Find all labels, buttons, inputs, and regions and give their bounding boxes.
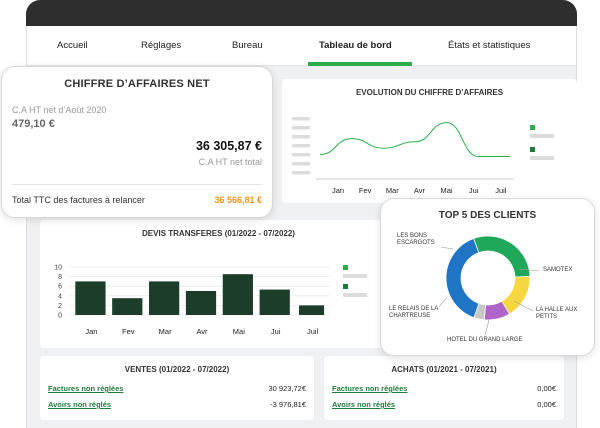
top5-title: TOP 5 DES CLIENTS [438, 210, 537, 221]
pie-slice [445, 238, 480, 319]
x-tick-label: Jan [85, 327, 97, 336]
achats-card: ACHATS (01/2021 - 07/2021) Factures non … [324, 356, 564, 420]
achats-avoirs-link[interactable]: Avoirs non réglés [332, 400, 396, 409]
legend-swatch [530, 147, 535, 152]
evolution-ca-card: EVOLUTION DU CHIFFRE D’AFFAIRES Jan Fev Ma… [282, 79, 577, 203]
x-tick-label: Jui [271, 327, 281, 336]
ca-previous-value: 479,10 € [12, 118, 55, 130]
pie-slice [473, 235, 531, 278]
y-label-placeholder [292, 135, 310, 139]
ventes-avoirs-link[interactable]: Avoirs non réglés [48, 400, 112, 409]
y-tick-label: 8 [58, 274, 62, 281]
x-tick-label: Jui [469, 186, 479, 195]
x-tick-label: Juil [307, 327, 319, 336]
y-label-placeholder [292, 162, 310, 166]
achats-title: ACHATS (01/2021 - 07/2021) [391, 365, 497, 374]
tab-tableau-de-bord[interactable]: Tableau de bord [319, 40, 392, 51]
ca-relance-value[interactable]: 36 566,81 € [214, 195, 262, 205]
achats-avoirs-value: 0,00€ [537, 400, 556, 409]
ventes-factures-link[interactable]: Factures non réglées [48, 384, 124, 393]
active-tab-indicator [308, 62, 412, 66]
y-tick-label: 6 [58, 284, 62, 291]
evolution-line-chart: Jan Fev Mar Avr Mai Jui Juil [292, 117, 554, 195]
y-label-placeholder [292, 171, 310, 175]
y-label-placeholder [292, 144, 310, 148]
pie-label-les-bons-escargots: LES BONS ESCARGOTS [397, 233, 435, 246]
x-tick-label: Fev [359, 186, 372, 195]
top5-donut-chart [438, 235, 540, 336]
x-tick-label: Mar [159, 327, 172, 336]
bar [259, 289, 290, 315]
ventes-factures-value: 30 923,72€ [268, 384, 306, 393]
y-label-placeholder [292, 153, 310, 157]
pie-label-le-relais-de-la-chartreuse: LE RELAIS DE LA CHARTREUSE [389, 306, 439, 319]
legend-swatch [343, 284, 348, 289]
x-tick-label: Fev [122, 327, 135, 336]
legend-label-placeholder [530, 134, 554, 138]
y-label-placeholder [292, 126, 310, 130]
ca-card-title: CHIFFRE D’AFFAIRES NET [64, 78, 210, 90]
legend-swatch [343, 265, 348, 270]
ca-divider [12, 184, 262, 185]
tab-reglages[interactable]: Réglages [141, 40, 182, 51]
legend-label-placeholder [343, 293, 367, 297]
main-navigation: Accueil Réglages Bureau Tableau de bord … [27, 26, 576, 66]
ventes-title: VENTES (01/2022 - 07/2022) [124, 365, 230, 374]
x-tick-label: Avr [196, 327, 208, 336]
pie-leader-line [440, 246, 454, 250]
pie-label-hotel-du-grand-large: HOTEL DU GRAND LARGE [447, 337, 523, 343]
bar [75, 281, 106, 315]
bar [222, 274, 253, 315]
ventes-card: VENTES (01/2022 - 07/2022) Factures non … [40, 356, 314, 420]
legend-swatch [530, 125, 535, 130]
x-tick-label: Juil [495, 186, 507, 195]
x-tick-label: Mar [386, 186, 399, 195]
device-frame [26, 0, 577, 30]
x-tick-label: Mai [233, 327, 245, 336]
achats-factures-value: 0,00€ [537, 384, 556, 393]
pie-leader-line [518, 268, 540, 272]
pie-label-samotex: SAMOTEX [543, 267, 573, 273]
x-tick-label: Mai [441, 186, 453, 195]
devis-bar-chart: 10 8 6 4 2 0 Jan Fev Mar Avr Mai Jui Juil [54, 265, 367, 336]
x-tick-label: Jan [332, 186, 344, 195]
devis-chart-title: DEVIS TRANSFERES (01/2022 - 07/2022) [142, 229, 295, 238]
x-tick-label: Avr [414, 186, 426, 195]
ventes-avoirs-value: -3 976,81€ [270, 400, 306, 409]
ca-previous-label: C.A HT net d’Août 2020 [12, 105, 107, 115]
evolution-series-line [319, 122, 510, 158]
legend-label-placeholder [530, 156, 554, 160]
y-tick-label: 2 [58, 303, 62, 310]
devis-transferes-card: DEVIS TRANSFERES (01/2022 - 07/2022) 10 8… [40, 220, 397, 348]
evolution-chart-title: EVOLUTION DU CHIFFRE D’AFFAIRES [355, 88, 504, 97]
pie-leader-line [513, 300, 534, 312]
pie-label-la-halle-aux-petits: LA HALLE AUX PETITS [536, 307, 578, 320]
tab-accueil[interactable]: Accueil [57, 40, 88, 51]
pie-leader-line [438, 296, 448, 308]
bar [299, 305, 325, 315]
y-label-placeholder [292, 117, 310, 121]
ca-relance-label: Total TTC des factures à relancer [12, 195, 145, 205]
y-tick-label: 4 [58, 293, 62, 300]
bar [112, 298, 143, 315]
legend-label-placeholder [343, 274, 367, 278]
tab-bureau[interactable]: Bureau [232, 40, 263, 51]
tab-etats-statistiques[interactable]: États et statistiques [448, 40, 531, 51]
ca-main-value: 36 305,87 € [195, 139, 262, 153]
y-tick-label: 10 [54, 265, 62, 272]
ca-main-label: C.A HT net total [198, 157, 262, 167]
bar [185, 291, 217, 315]
pie-leader-line [484, 319, 490, 336]
bar [149, 281, 180, 315]
achats-factures-link[interactable]: Factures non réglées [332, 384, 408, 393]
top5-clients-card: TOP 5 DES CLIENTS LES BONS ESCARGOTS SAM… [380, 198, 595, 356]
chiffre-affaires-card: CHIFFRE D’AFFAIRES NET C.A HT net d’Août… [1, 66, 273, 218]
y-tick-label: 0 [58, 313, 62, 320]
